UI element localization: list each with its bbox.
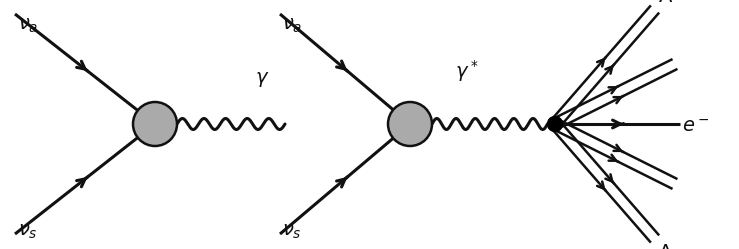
Text: $\gamma^*$: $\gamma^*$ — [455, 58, 478, 84]
Text: $\mathrm{A}^+$: $\mathrm{A}^+$ — [658, 0, 687, 7]
Circle shape — [388, 102, 432, 146]
Circle shape — [133, 102, 177, 146]
Text: $\mathrm{A}$: $\mathrm{A}$ — [658, 244, 673, 249]
Text: $\nu_s$: $\nu_s$ — [18, 223, 38, 241]
Text: $\gamma$: $\gamma$ — [255, 70, 270, 89]
Text: $\nu_s$: $\nu_s$ — [282, 223, 302, 241]
Text: $\nu_a$: $\nu_a$ — [18, 17, 38, 35]
Circle shape — [548, 117, 562, 131]
Text: $e^-$: $e^-$ — [682, 118, 709, 136]
Text: $\nu_a$: $\nu_a$ — [282, 17, 302, 35]
